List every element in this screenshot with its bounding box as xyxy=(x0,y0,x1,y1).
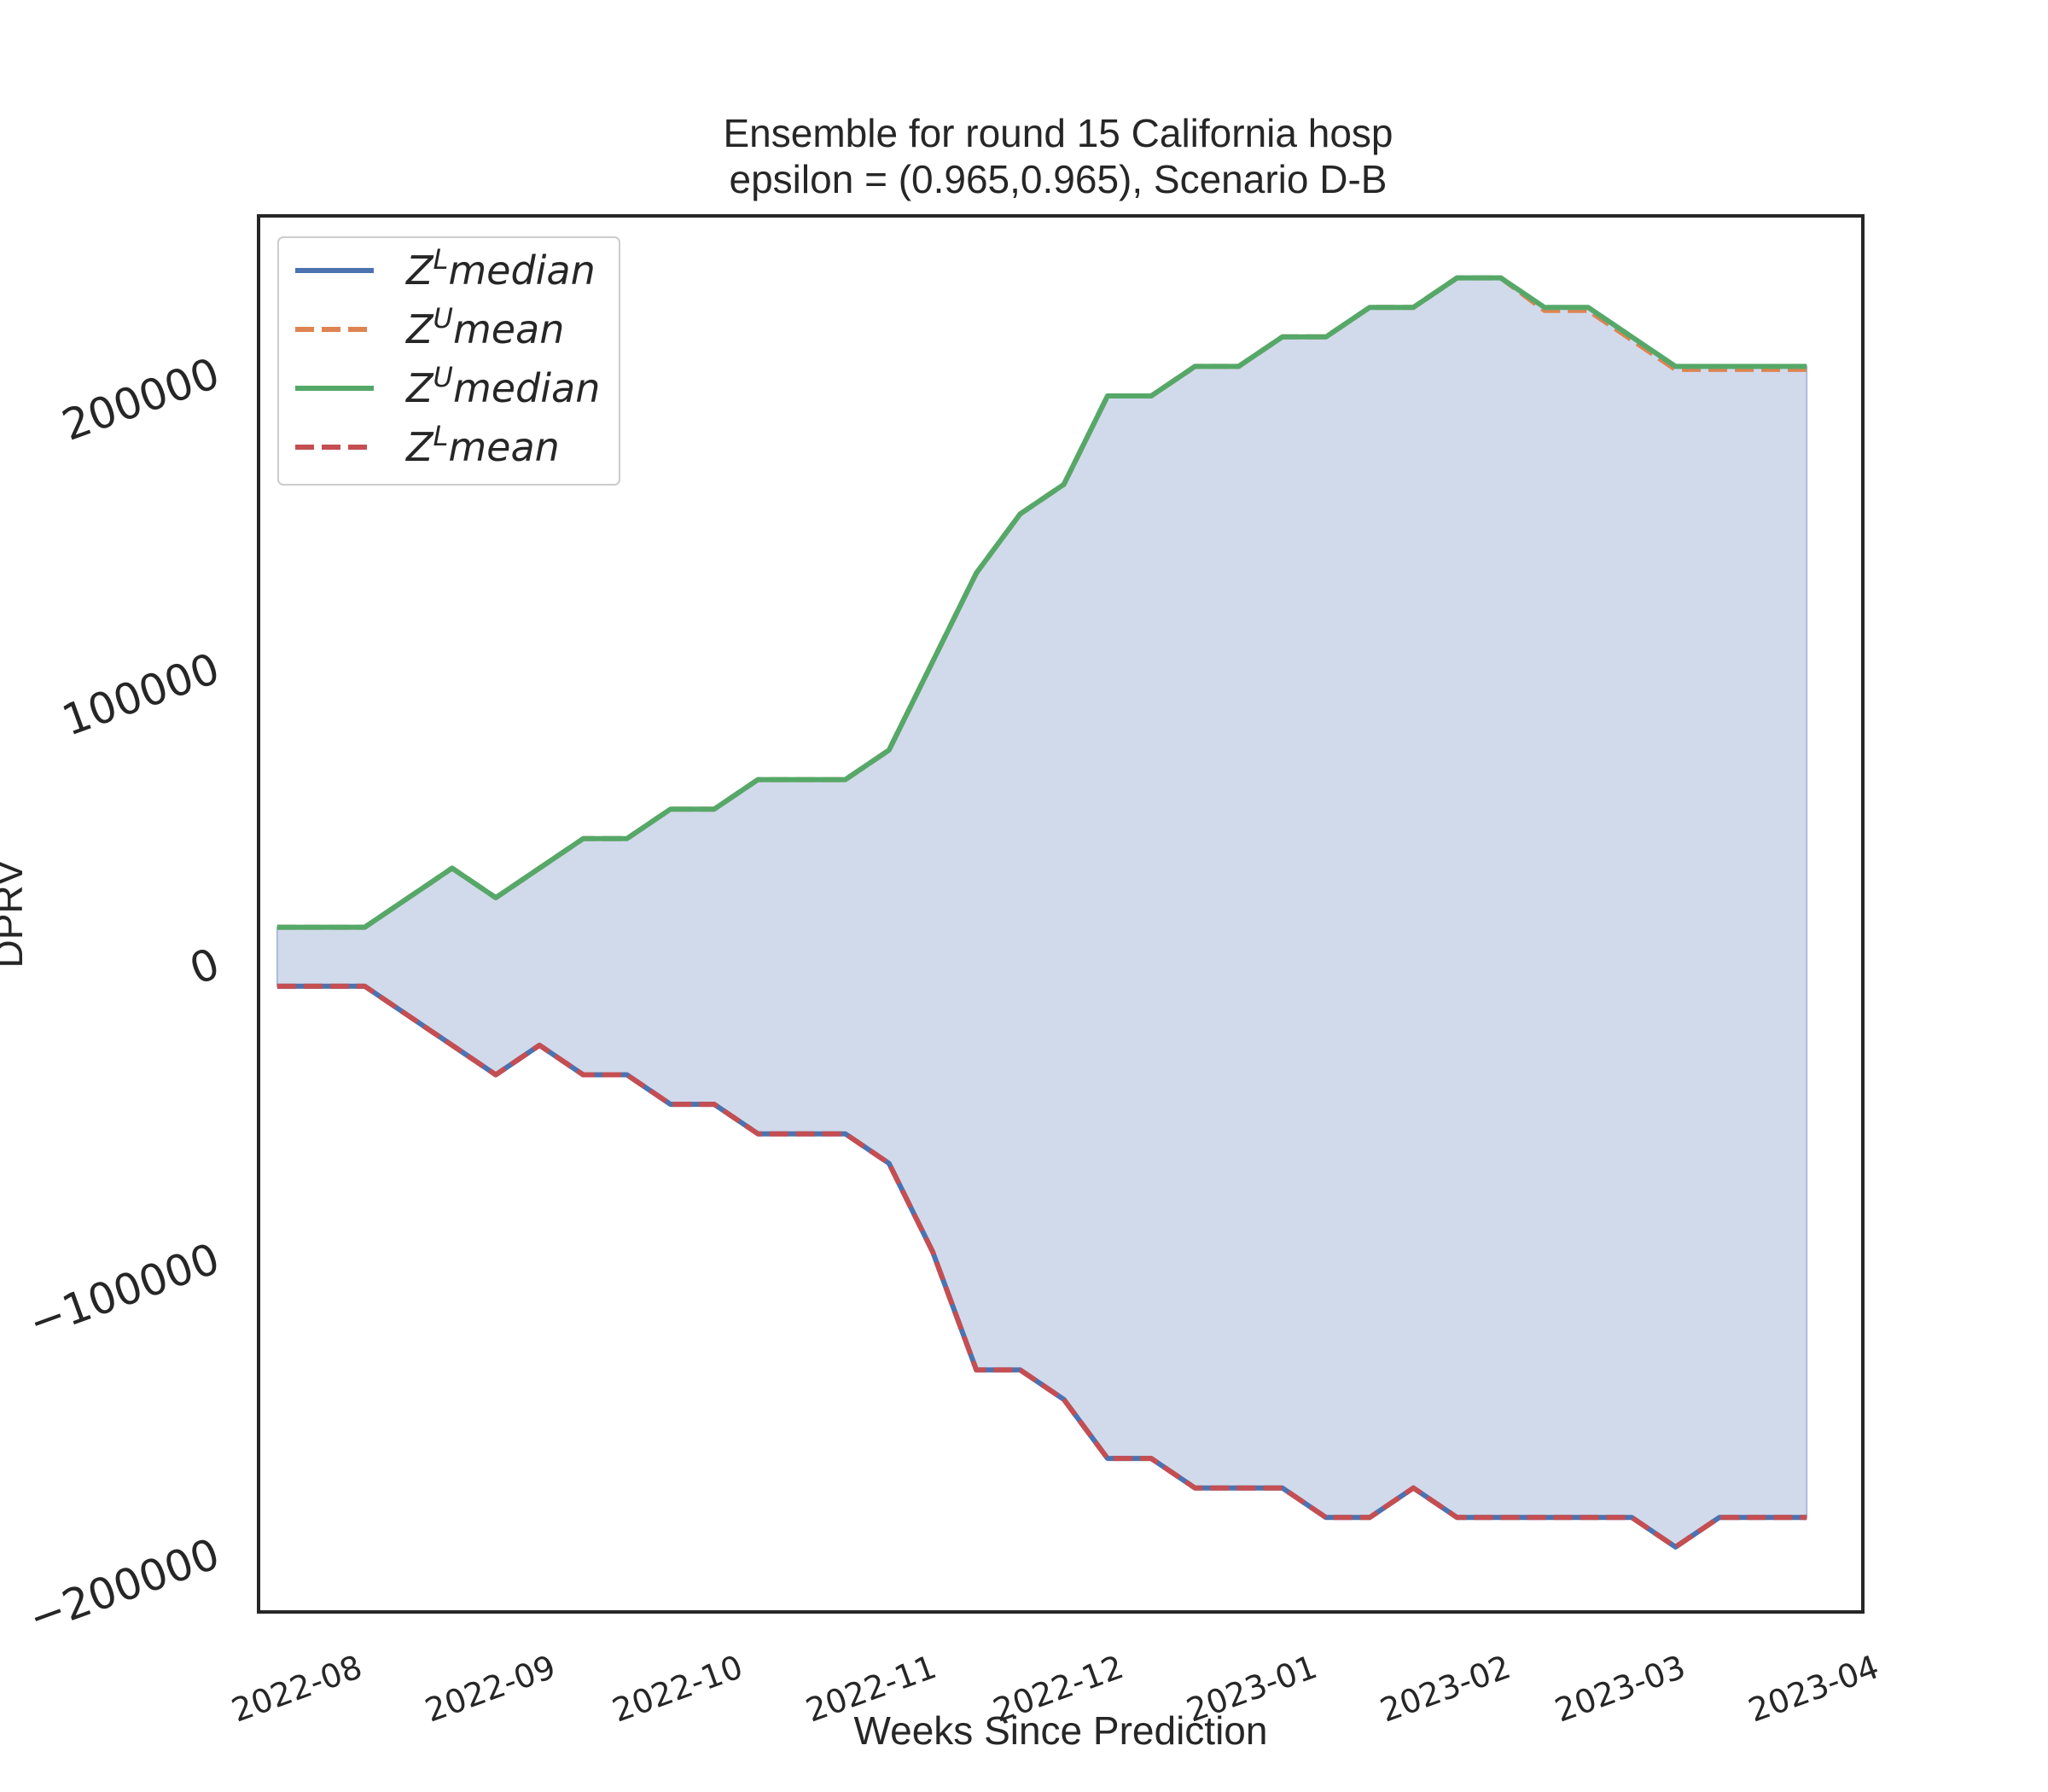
y-axis-label: DPRV xyxy=(0,859,31,968)
legend: ZLmedian ZUmean ZUmedian ZLmean xyxy=(277,236,620,486)
x-tick-label: 2022-08 xyxy=(227,1648,367,1730)
y-tick-label: −100000 xyxy=(22,1234,226,1348)
plot-frame xyxy=(257,214,1865,1614)
series-lines xyxy=(276,275,1807,1550)
y-tick-label: 200000 xyxy=(55,348,225,451)
x-tick-label: 2023-04 xyxy=(1743,1648,1883,1730)
y-axis-ticks: 200000 100000 0 −100000 −200000 xyxy=(22,348,226,1644)
x-tick-label: 2023-03 xyxy=(1550,1648,1690,1730)
series-line-u-median xyxy=(276,275,1807,930)
series-line-l-mean xyxy=(276,983,1807,1550)
x-tick-label: 2022-09 xyxy=(420,1648,560,1730)
legend-label: ZUmean xyxy=(404,302,564,352)
legend-label: ZLmedian xyxy=(404,243,596,294)
x-tick-label: 2023-02 xyxy=(1376,1648,1516,1730)
y-tick-label: 0 xyxy=(183,939,226,994)
y-tick-label: −200000 xyxy=(22,1529,226,1644)
y-tick-label: 100000 xyxy=(55,643,225,746)
x-axis-label: Weeks Since Prediction xyxy=(854,1708,1268,1753)
legend-box xyxy=(277,236,620,486)
legend-label: ZLmean xyxy=(404,420,560,470)
chart-subtitle: epsilon = (0.965,0.965), Scenario D-B xyxy=(730,157,1388,201)
legend-label: ZUmedian xyxy=(404,361,600,411)
x-tick-label: 2022-10 xyxy=(608,1648,748,1730)
chart-title: Ensemble for round 15 California hosp xyxy=(723,111,1393,155)
plot-area xyxy=(276,275,1808,1550)
